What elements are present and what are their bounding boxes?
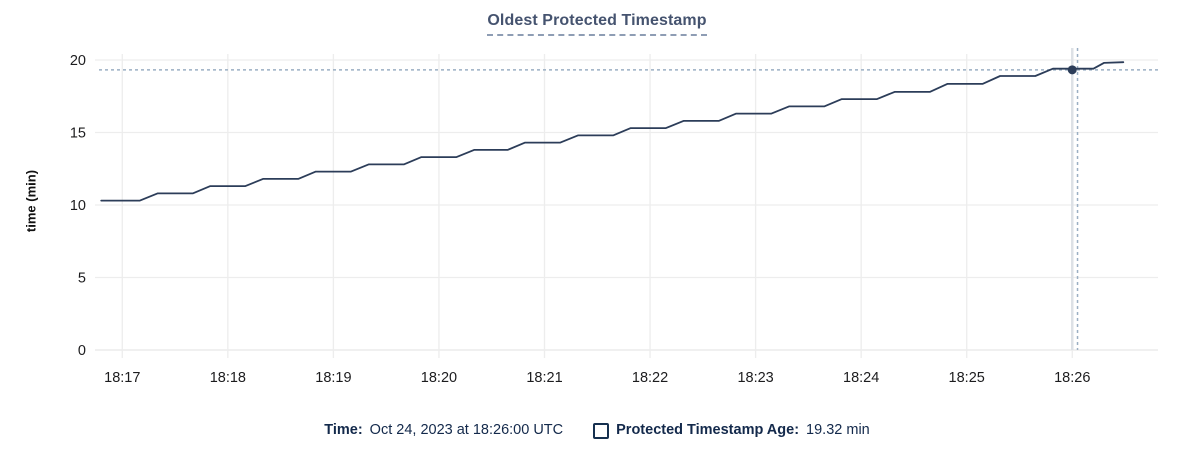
- legend-series-value: 19.32 min: [806, 422, 870, 438]
- x-tick-label: 18:19: [315, 370, 351, 386]
- x-tick-label: 18:26: [1054, 370, 1090, 386]
- y-tick-label: 5: [78, 271, 86, 287]
- y-tick-label: 20: [70, 53, 86, 69]
- x-tick-label: 18:21: [526, 370, 562, 386]
- series-line: [100, 61, 1125, 202]
- x-tick-label: 18:17: [104, 370, 140, 386]
- x-tick-label: 18:25: [949, 370, 985, 386]
- chart-title[interactable]: Oldest Protected Timestamp: [487, 12, 707, 36]
- x-tick-label: 18:22: [632, 370, 668, 386]
- legend-item-protected-timestamp-age[interactable]: Protected Timestamp Age: 19.32 min: [593, 421, 870, 440]
- y-tick-label: 0: [78, 343, 86, 359]
- hover-time-value: Oct 24, 2023 at 18:26:00 UTC: [369, 422, 564, 438]
- x-tick-label: 18:24: [843, 370, 879, 386]
- hover-point: [1067, 65, 1077, 75]
- legend-checkbox-icon[interactable]: [593, 422, 610, 439]
- y-tick-label: 15: [70, 126, 86, 142]
- hover-time-label: Time:: [324, 422, 363, 438]
- chart-canvas[interactable]: 0 5 10 15 20 18:17 18:18 18:19 18:20 18:21 18:22 18…: [0, 0, 1194, 400]
- chart-title-row: Oldest Protected Timestamp: [0, 12, 1194, 36]
- x-tick-label: 18:23: [737, 370, 773, 386]
- y-tick-label: 10: [70, 198, 86, 214]
- x-tick-label: 18:20: [421, 370, 457, 386]
- x-tick-label: 18:18: [210, 370, 246, 386]
- chart-footer: Time: Oct 24, 2023 at 18:26:00 UTC Prote…: [0, 421, 1194, 440]
- legend-series-label: Protected Timestamp Age:: [616, 422, 800, 438]
